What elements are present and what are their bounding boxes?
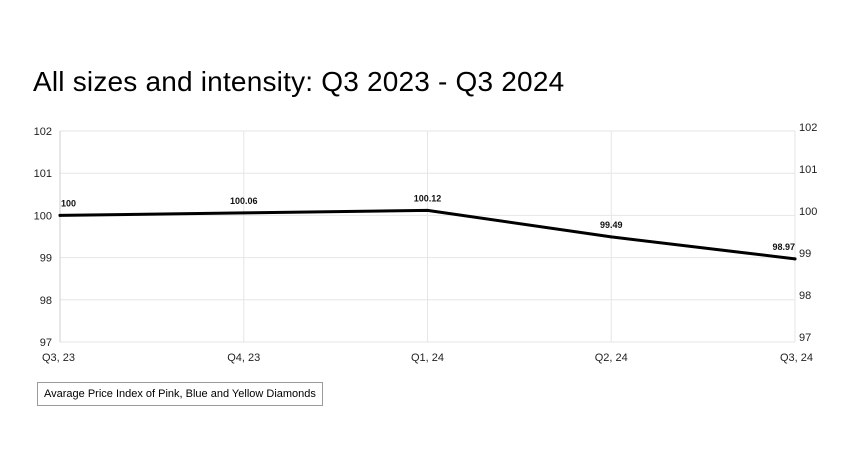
y-tick-right-101: 101 xyxy=(799,164,817,176)
data-label-0: 100 xyxy=(61,198,76,208)
data-point-0 xyxy=(58,213,62,217)
data-point-2 xyxy=(426,208,429,212)
x-tick-0: Q3, 23 xyxy=(42,352,75,364)
legend-box: Avarage Price Index of Pink, Blue and Ye… xyxy=(37,382,323,406)
x-tick-2: Q1, 24 xyxy=(411,352,444,364)
data-label-3: 99.49 xyxy=(600,220,623,230)
y-tick-left-100: 100 xyxy=(34,210,52,222)
data-label-2: 100.12 xyxy=(414,193,442,203)
y-tick-right-98: 98 xyxy=(799,290,811,302)
data-point-4 xyxy=(793,257,797,261)
x-tick-1: Q4, 23 xyxy=(227,352,260,364)
data-point-3 xyxy=(609,235,613,239)
data-label-1: 100.06 xyxy=(230,196,258,206)
y-tick-left-99: 99 xyxy=(40,253,52,265)
data-point-1 xyxy=(242,211,246,215)
y-tick-right-99: 99 xyxy=(799,248,811,260)
y-tick-left-98: 98 xyxy=(40,295,52,307)
y-tick-left-101: 101 xyxy=(34,168,52,180)
y-tick-right-100: 100 xyxy=(799,206,817,218)
x-tick-4: Q3, 24 xyxy=(780,352,813,364)
y-tick-left-97: 97 xyxy=(40,337,52,349)
x-tick-3: Q2, 24 xyxy=(595,352,628,364)
legend-label: Avarage Price Index of Pink, Blue and Ye… xyxy=(44,388,316,400)
y-tick-right-102: 102 xyxy=(799,122,817,134)
chart-title: All sizes and intensity: Q3 2023 - Q3 20… xyxy=(33,66,565,97)
y-tick-right-97: 97 xyxy=(799,332,811,344)
y-tick-left-102: 102 xyxy=(34,126,52,138)
data-label-4: 98.97 xyxy=(772,242,795,252)
